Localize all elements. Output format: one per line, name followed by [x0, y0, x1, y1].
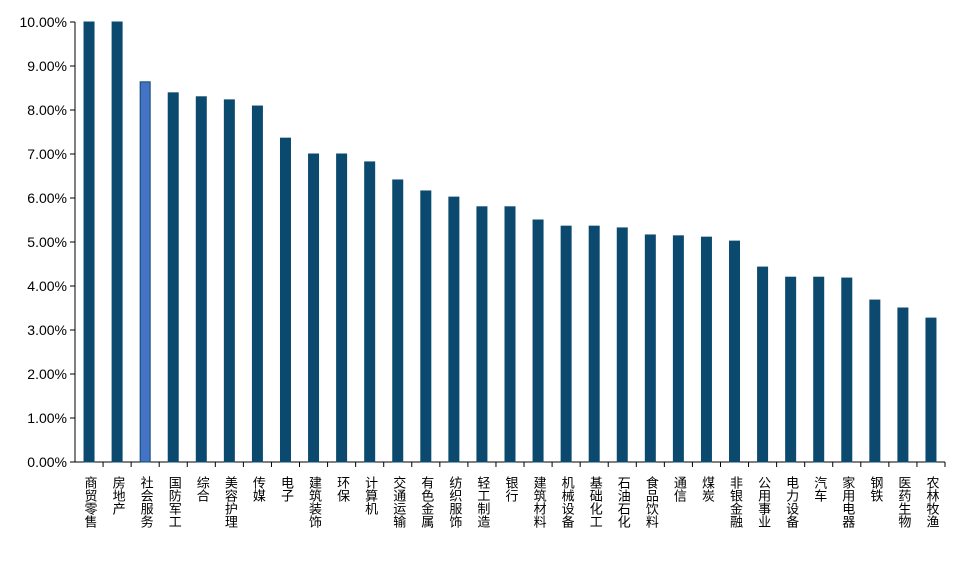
- bar: [841, 277, 853, 463]
- y-tick-label: 9.00%: [27, 58, 67, 74]
- x-tick-label: 商贸零售: [82, 476, 98, 528]
- bar: [364, 161, 376, 463]
- bar: [672, 235, 684, 463]
- x-tick-label: 煤炭: [699, 476, 715, 503]
- x-tick-label: 基础化工: [587, 476, 603, 528]
- bar: [785, 276, 797, 463]
- bar: [336, 153, 348, 463]
- x-tick-label: 有色金属: [418, 476, 434, 529]
- x-tick-label: 农林牧渔: [923, 476, 939, 528]
- y-tick-label: 6.00%: [27, 190, 67, 206]
- x-tick-label: 非银金融: [727, 476, 743, 528]
- x-tick-label: 房地产: [110, 475, 126, 516]
- x-tick-label: 环保: [334, 476, 350, 502]
- x-tick-label: 银行: [503, 476, 519, 503]
- x-tick-label: 轻工制造: [474, 476, 490, 529]
- x-tick-label: 家用电器: [839, 475, 855, 529]
- bar: [700, 236, 712, 463]
- x-tick-label: 食品饮料: [643, 475, 659, 528]
- x-tick-label: 汽车: [811, 476, 827, 502]
- x-tick-label: 社会服务: [138, 475, 154, 528]
- bar: [83, 21, 95, 463]
- x-tick-label: 传媒: [250, 476, 266, 502]
- x-tick-label: 公用事业: [755, 476, 771, 528]
- x-tick-label: 纺织服饰: [446, 476, 462, 528]
- bar: [195, 96, 207, 463]
- x-tick-label: 通信: [671, 476, 687, 502]
- bar: [308, 153, 320, 463]
- x-tick-label: 交通运输: [390, 475, 406, 528]
- y-tick-label: 0.00%: [27, 454, 67, 470]
- bar: [167, 92, 179, 463]
- bar: [757, 266, 769, 463]
- x-tick-label: 国防军工: [166, 476, 182, 528]
- bar: [729, 240, 741, 463]
- y-tick-label: 1.00%: [27, 410, 67, 426]
- bar: [139, 81, 151, 463]
- bar: [392, 179, 404, 463]
- bar: [644, 234, 656, 463]
- bar: [560, 225, 572, 463]
- bar: [448, 196, 460, 463]
- bar: [897, 307, 909, 463]
- y-tick-label: 5.00%: [27, 234, 67, 250]
- bar: [813, 276, 825, 463]
- y-tick-label: 8.00%: [27, 102, 67, 118]
- bar: [925, 317, 937, 463]
- x-tick-label: 建筑材料: [531, 476, 547, 528]
- bar: [616, 227, 628, 463]
- x-tick-label: 美容护理: [222, 476, 238, 528]
- x-tick-label: 石油石化: [615, 476, 631, 529]
- y-tick-label: 10.00%: [20, 14, 67, 30]
- bar: [869, 299, 881, 463]
- x-tick-label: 计算机: [362, 476, 378, 516]
- x-tick-label: 医药生物: [895, 476, 911, 529]
- x-tick-label: 机械设备: [559, 476, 575, 529]
- bar: [251, 105, 263, 463]
- bar: [420, 190, 432, 463]
- x-tick-label: 建筑装饰: [306, 476, 322, 528]
- bar: [532, 219, 544, 463]
- y-tick-label: 7.00%: [27, 146, 67, 162]
- bar: [504, 206, 516, 463]
- y-tick-label: 4.00%: [27, 278, 67, 294]
- x-tick-label: 综合: [194, 476, 210, 502]
- bar: [588, 225, 600, 463]
- bar: [279, 137, 291, 463]
- x-tick-label: 电子: [278, 476, 294, 502]
- bar: [476, 206, 488, 463]
- bar: [223, 99, 235, 463]
- x-tick-label: 钢铁: [867, 476, 883, 502]
- y-tick-label: 2.00%: [27, 366, 67, 382]
- bar: [111, 21, 123, 463]
- x-tick-label: 电力设备: [783, 476, 799, 529]
- y-tick-label: 3.00%: [27, 322, 67, 338]
